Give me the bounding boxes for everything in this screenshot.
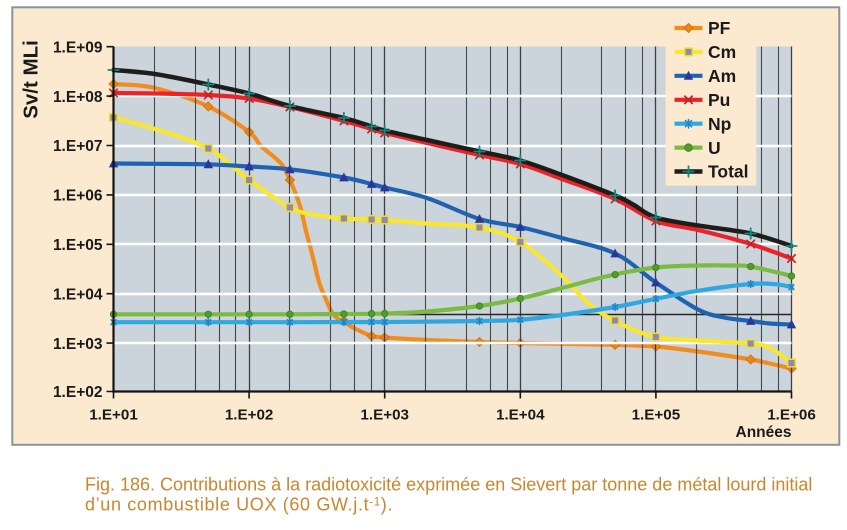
svg-text:Années: Années: [736, 424, 792, 441]
svg-text:1.E+04: 1.E+04: [53, 286, 103, 303]
svg-text:1.E+04: 1.E+04: [496, 407, 545, 424]
svg-text:1.E+06: 1.E+06: [53, 188, 103, 205]
svg-text:Pu: Pu: [708, 90, 730, 110]
svg-text:1.E+01: 1.E+01: [89, 407, 138, 424]
svg-text:1.E+07: 1.E+07: [53, 138, 103, 155]
svg-text:1.E+02: 1.E+02: [225, 407, 274, 424]
svg-text:U: U: [708, 138, 721, 158]
svg-text:d’un combustible UOX (60 GW.j.: d’un combustible UOX (60 GW.j.t-1).: [85, 495, 393, 515]
svg-text:Fig. 186. Contributions à la r: Fig. 186. Contributions à la radiotoxici…: [85, 475, 812, 495]
svg-text:Sv/t MLi: Sv/t MLi: [20, 40, 43, 119]
svg-text:1.E+03: 1.E+03: [360, 407, 409, 424]
svg-text:1.E+02: 1.E+02: [53, 384, 103, 401]
svg-text:Total: Total: [708, 162, 749, 182]
svg-text:1.E+03: 1.E+03: [53, 336, 103, 353]
svg-text:1.E+09: 1.E+09: [53, 39, 103, 56]
svg-text:Np: Np: [708, 114, 731, 134]
svg-text:PF: PF: [708, 18, 731, 38]
svg-text:Cm: Cm: [708, 42, 736, 62]
svg-text:1.E+06: 1.E+06: [767, 407, 816, 424]
svg-text:1.E+05: 1.E+05: [632, 407, 681, 424]
svg-text:Am: Am: [708, 66, 736, 86]
svg-text:1.E+08: 1.E+08: [53, 89, 103, 106]
svg-text:1.E+05: 1.E+05: [53, 237, 103, 254]
